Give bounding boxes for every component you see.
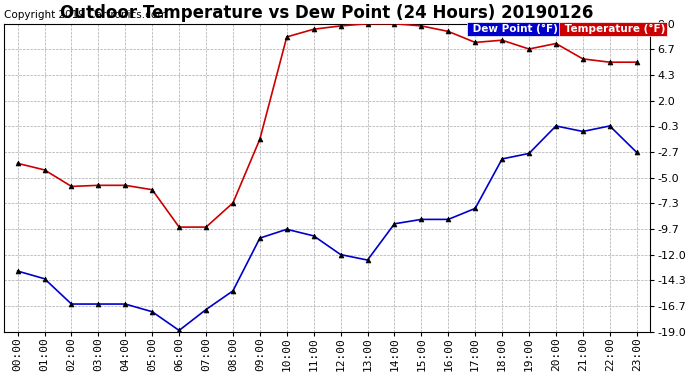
Title: Outdoor Temperature vs Dew Point (24 Hours) 20190126: Outdoor Temperature vs Dew Point (24 Hou… bbox=[61, 4, 594, 22]
Text: Copyright 2019 Cartronics.com: Copyright 2019 Cartronics.com bbox=[4, 10, 168, 20]
Text: Temperature (°F): Temperature (°F) bbox=[561, 24, 665, 34]
Text: Dew Point (°F): Dew Point (°F) bbox=[469, 24, 558, 34]
